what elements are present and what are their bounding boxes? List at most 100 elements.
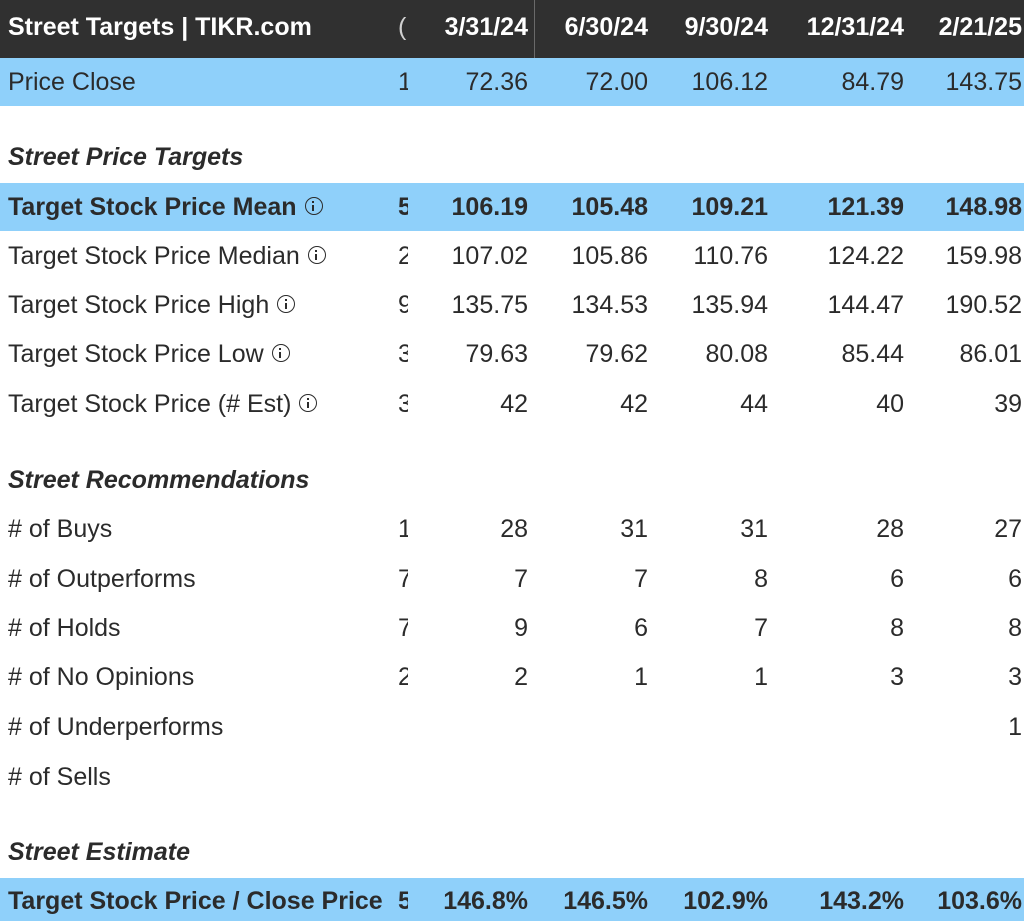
column-header-date[interactable]: 9/30/24: [684, 13, 768, 41]
table-cell: 42: [500, 390, 528, 418]
info-icon[interactable]: [307, 246, 326, 265]
row-label: Target Stock Price Mean: [8, 193, 323, 222]
row-label: # of Holds: [8, 614, 121, 642]
table-cell: 7: [634, 565, 648, 593]
clipped-cell: 9: [398, 291, 408, 319]
info-icon[interactable]: [299, 394, 318, 413]
table-cell: 103.6%: [937, 887, 1022, 915]
table-row: # of Buys 1 28 31 31 28 27: [0, 505, 1024, 553]
column-header-date[interactable]: 2/21/25: [938, 13, 1022, 41]
table-cell: 8: [890, 614, 904, 642]
row-label: Price Close: [8, 68, 136, 96]
table-cell: 190.52: [945, 291, 1022, 319]
table-cell: 80.08: [705, 340, 768, 368]
table-cell: 146.5%: [563, 887, 648, 915]
table-cell: 105.48: [571, 193, 648, 221]
table-cell: 28: [876, 515, 904, 543]
row-label: # of No Opinions: [8, 663, 195, 691]
table-cell: 79.63: [465, 340, 528, 368]
table-cell: 31: [740, 515, 768, 543]
section-title-estimate: Street Estimate: [8, 838, 191, 866]
table-cell: 121.39: [827, 193, 904, 221]
table-cell: 146.8%: [443, 887, 528, 915]
column-header-date[interactable]: 6/30/24: [564, 13, 648, 41]
table-cell: 6: [890, 565, 904, 593]
table-cell: 72.36: [465, 68, 528, 96]
clipped-cell: 1: [398, 515, 408, 543]
table-cell: 6: [1008, 565, 1022, 593]
table-cell: 124.22: [827, 242, 904, 270]
row-label: Target Stock Price High: [8, 291, 296, 320]
section-title-price-targets: Street Price Targets: [8, 143, 244, 171]
table-row: Target Stock Price Low 3 79.63 79.62 80.…: [0, 330, 1024, 378]
table-row: Target Stock Price High 9 135.75 134.53 …: [0, 281, 1024, 329]
table-cell: 143.75: [945, 68, 1022, 96]
table-title: Street Targets | TIKR.com: [8, 13, 312, 41]
table-cell: 7: [514, 565, 528, 593]
table-cell: 8: [754, 565, 768, 593]
table-cell: 148.98: [945, 193, 1022, 221]
table-cell: 159.98: [945, 242, 1022, 270]
info-icon[interactable]: [277, 295, 296, 314]
clipped-cell: 7: [398, 614, 408, 642]
section-title-recommendations: Street Recommendations: [8, 466, 310, 494]
row-label: Target Stock Price / Close Price: [8, 887, 383, 915]
table-cell: 7: [754, 614, 768, 642]
row-label: # of Sells: [8, 763, 111, 791]
table-cell: 40: [876, 390, 904, 418]
clipped-cell: 5: [398, 887, 408, 915]
clipped-cell: 1: [398, 68, 408, 96]
table-cell: 1: [754, 663, 768, 691]
table-cell: 86.01: [959, 340, 1022, 368]
row-label: Target Stock Price (# Est): [8, 390, 318, 419]
clipped-cell: 2: [398, 242, 408, 270]
table-row: # of Holds 7 9 6 7 8 8: [0, 604, 1024, 652]
table-cell: 109.21: [691, 193, 768, 221]
table-cell: 144.47: [827, 291, 904, 319]
table-cell: 102.9%: [683, 887, 768, 915]
table-cell: 79.62: [585, 340, 648, 368]
table-cell: 31: [620, 515, 648, 543]
clipped-cell: 3: [398, 390, 408, 418]
clipped-cell: 2: [398, 663, 408, 691]
table-header: Street Targets | TIKR.com ( 3/31/24 6/30…: [0, 0, 1024, 58]
table-row: Target Stock Price Median 2 107.02 105.8…: [0, 232, 1024, 280]
table-row: # of Outperforms 7 7 7 8 6 6: [0, 555, 1024, 603]
table-cell: 42: [620, 390, 648, 418]
column-divider: [534, 0, 535, 58]
row-label: # of Buys: [8, 515, 113, 543]
table-cell: 6: [634, 614, 648, 642]
table-cell: 3: [890, 663, 904, 691]
table-cell: 2: [514, 663, 528, 691]
table-row: # of No Opinions 2 2 1 1 3 3: [0, 653, 1024, 701]
table-cell: 9: [514, 614, 528, 642]
table-cell: 134.53: [571, 291, 648, 319]
info-icon[interactable]: [271, 344, 290, 363]
table-row: # of Sells: [0, 753, 1024, 801]
price-close-row: Price Close 1 72.36 72.00 106.12 84.79 1…: [0, 58, 1024, 106]
table-row: Target Stock Price Mean 5 106.19 105.48 …: [0, 183, 1024, 231]
column-header-date[interactable]: 12/31/24: [806, 13, 904, 41]
table-row: # of Underperforms 1: [0, 703, 1024, 751]
clipped-cell: 5: [398, 193, 408, 221]
clipped-column-header: (: [398, 13, 407, 41]
table-cell: 105.86: [571, 242, 648, 270]
table-cell: 106.19: [451, 193, 528, 221]
table-cell: 28: [500, 515, 528, 543]
info-icon[interactable]: [304, 197, 323, 216]
row-label: # of Underperforms: [8, 713, 224, 741]
table-cell: 143.2%: [819, 887, 904, 915]
table-cell: 1: [634, 663, 648, 691]
table-row: Target Stock Price / Close Price 5 146.8…: [0, 878, 1024, 921]
clipped-cell: 7: [398, 565, 408, 593]
row-label: Target Stock Price Median: [8, 242, 326, 271]
table-cell: 27: [994, 515, 1022, 543]
table-row: Target Stock Price (# Est) 3 42 42 44 40…: [0, 380, 1024, 428]
row-label: # of Outperforms: [8, 565, 196, 593]
table-cell: 1: [1008, 713, 1022, 741]
clipped-cell: 3: [398, 340, 408, 368]
table-cell: 135.94: [691, 291, 768, 319]
column-header-date[interactable]: 3/31/24: [444, 13, 528, 41]
table-cell: 110.76: [693, 242, 768, 270]
table-cell: 107.02: [451, 242, 528, 270]
